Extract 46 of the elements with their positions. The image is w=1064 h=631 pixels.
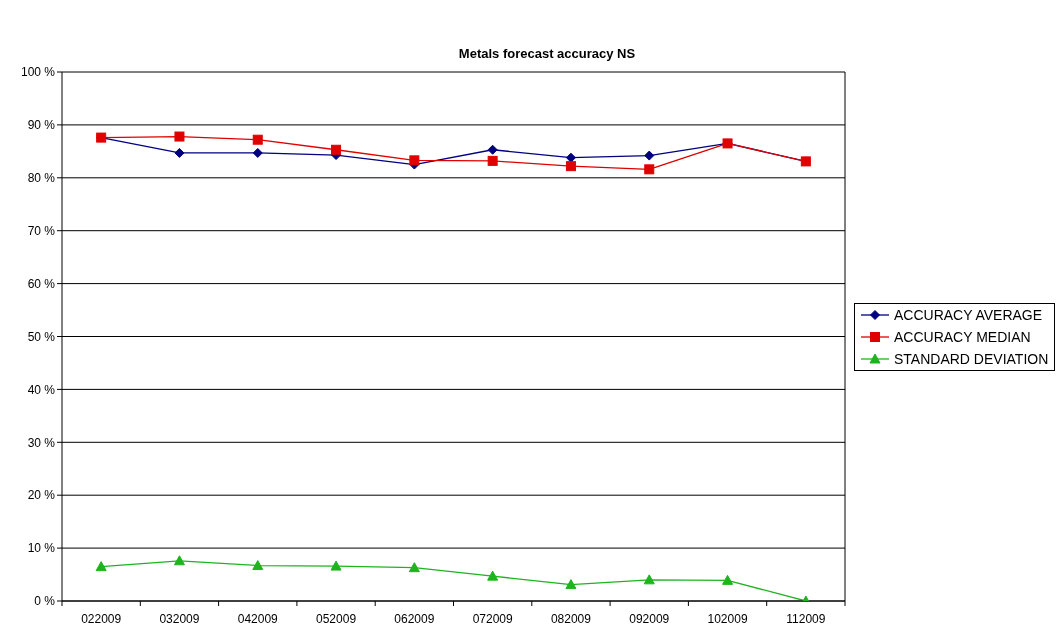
point [252, 134, 263, 145]
legend-label: ACCURACY AVERAGE [894, 307, 1043, 323]
point [643, 574, 655, 585]
x-tick-label: 022009 [81, 612, 122, 626]
legend-label: ACCURACY MEDIAN [894, 329, 1031, 345]
point [331, 144, 342, 155]
point [95, 561, 107, 572]
chart-title: Metals forecast accuracy NS [458, 46, 636, 61]
y-tick-label: 80 % [27, 171, 56, 186]
y-tick-label: 70 % [27, 223, 56, 238]
point [252, 560, 264, 571]
y-tick-label: 60 % [27, 276, 56, 291]
point [487, 155, 498, 166]
point [644, 150, 655, 161]
y-tick-label: 90 % [27, 118, 56, 133]
point [487, 570, 499, 581]
x-tick-label: 032009 [159, 612, 200, 626]
x-tick-label: 052009 [316, 612, 357, 626]
point [330, 560, 342, 571]
point [174, 131, 185, 142]
y-tick-label: 50 % [27, 329, 56, 344]
x-tick-label: 072009 [472, 612, 513, 626]
point [409, 155, 420, 166]
y-tick-label: 0 % [34, 594, 56, 609]
y-tick-label: 10 % [27, 541, 56, 556]
x-tick-label: 062009 [394, 612, 435, 626]
x-tick-label: 102009 [707, 612, 748, 626]
point [565, 579, 577, 590]
y-tick-label: 100 % [20, 65, 56, 80]
point [644, 164, 655, 175]
x-tick-label: 112009 [786, 612, 826, 626]
point [722, 574, 734, 585]
x-tick-label: 042009 [237, 612, 279, 626]
point [174, 147, 185, 158]
point [565, 152, 576, 163]
y-tick-label: 30 % [27, 435, 56, 450]
point [173, 555, 185, 566]
x-tick-label: 092009 [629, 612, 670, 626]
point [408, 562, 420, 573]
y-tick-label: 20 % [27, 488, 56, 503]
point [487, 144, 498, 155]
legend-label: STANDARD DEVIATION [894, 351, 1049, 367]
point [565, 161, 576, 172]
x-tick-label: 082009 [550, 612, 592, 626]
y-tick-label: 40 % [27, 382, 56, 397]
point [252, 147, 263, 158]
